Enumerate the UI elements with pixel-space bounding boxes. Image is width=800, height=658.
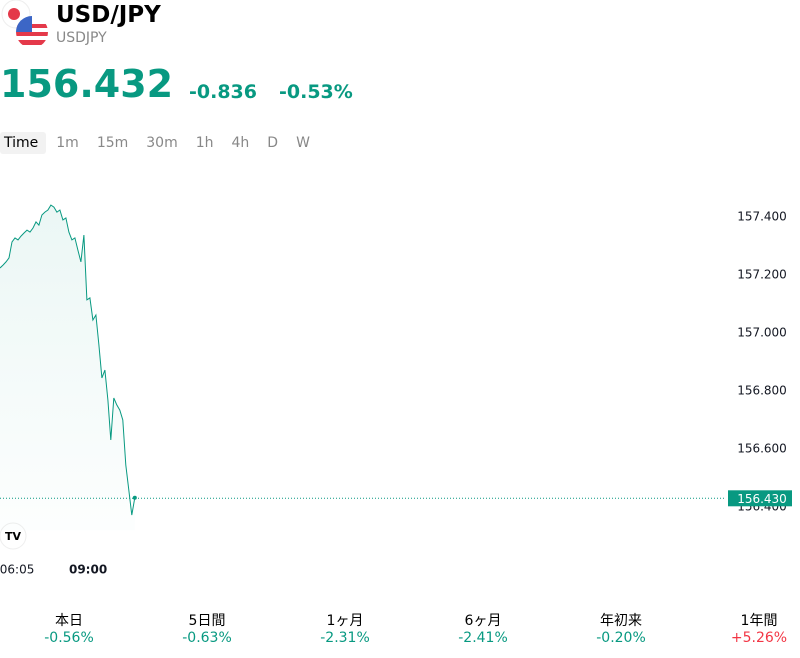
performance-item: 本日 -0.56%: [0, 610, 138, 646]
timeframes: Time 1m 15m 30m 1h 4h D W: [0, 132, 324, 154]
period-label: 1ヶ月: [326, 613, 364, 629]
period-value: -0.56%: [44, 630, 94, 646]
timeframe-button[interactable]: 1m: [56, 135, 79, 151]
y-tick-label: 157.400: [737, 210, 787, 224]
line: [0, 204, 136, 516]
timeframe-button[interactable]: 30m: [146, 135, 178, 151]
y-tick-label: 156.800: [737, 384, 787, 398]
title: USD/JPY: [56, 2, 161, 28]
performance-item: 5日間 -0.63%: [138, 610, 276, 646]
timeframe-button[interactable]: 4h: [231, 135, 250, 151]
period-label: 1年間: [740, 613, 778, 629]
period-value: +5.26%: [730, 630, 788, 646]
timeframe-button[interactable]: D: [267, 135, 279, 151]
symbol: USDJPY: [56, 30, 107, 46]
x-tick-label: 06:05: [0, 563, 34, 577]
chart: TV 156.400156.600156.800157.000157.20015…: [0, 204, 792, 577]
timeframe-button[interactable]: W: [296, 135, 310, 151]
period-label: 6ヶ月: [464, 613, 502, 629]
timeframe-button[interactable]: 15m: [96, 135, 129, 151]
svg-text:TV: TV: [5, 530, 22, 543]
performance-item: 1ヶ月 -2.31%: [276, 610, 414, 646]
last-point: [132, 495, 137, 500]
period-value: -2.31%: [320, 630, 370, 646]
period-value: -0.20%: [596, 630, 646, 646]
area: [0, 205, 135, 531]
period-label: 年初来: [600, 613, 642, 629]
period-label: 5日間: [188, 613, 226, 629]
y-tick-label: 157.000: [737, 326, 787, 340]
x-tick-label: 09:00: [69, 563, 107, 577]
timeframe-button[interactable]: Time: [0, 132, 47, 154]
performance-item: 6ヶ月 -2.41%: [414, 610, 552, 646]
price: 156.432: [0, 62, 174, 106]
flag-icon: [1, 0, 48, 48]
change-percent: -0.53%: [279, 81, 353, 103]
change: -0.836: [189, 81, 257, 103]
y-tick-label: 157.200: [737, 268, 787, 282]
performance-item: 年初来 -0.20%: [552, 610, 690, 646]
period-value: -2.41%: [458, 630, 508, 646]
period-value: -0.63%: [182, 630, 232, 646]
performance: 本日 -0.56% 5日間 -0.63% 1ヶ月 -2.31% 6ヶ月 -2.41% 年初来 -0…: [0, 610, 800, 646]
period-label: 本日: [55, 613, 83, 629]
y-tick-label: 156.600: [737, 442, 787, 456]
last-price-box: [728, 490, 792, 507]
timeframe-button[interactable]: 1h: [195, 135, 214, 151]
performance-item: 1年間 +5.26%: [690, 610, 800, 646]
last-price-label: 156.430: [737, 492, 787, 506]
